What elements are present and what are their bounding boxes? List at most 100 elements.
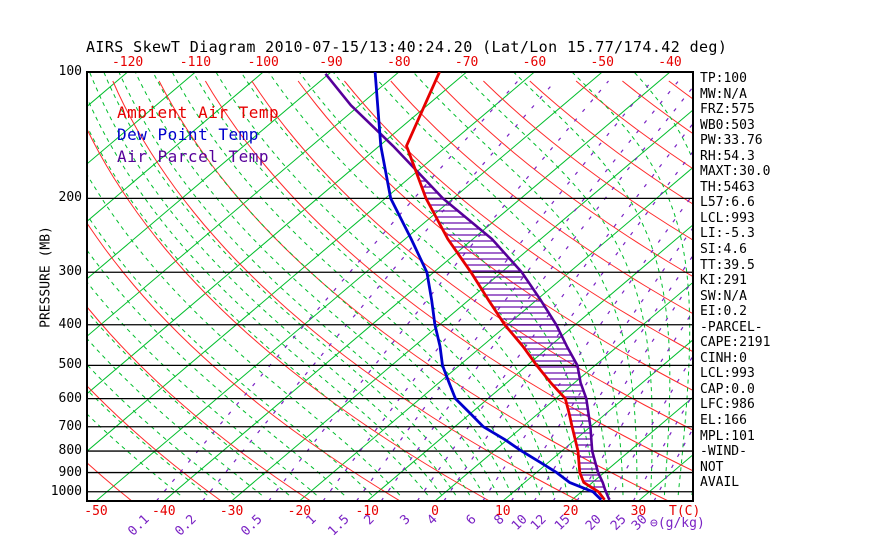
moist-adiabat-line xyxy=(87,125,429,496)
ambient-air-temp-curve xyxy=(405,72,606,501)
moist-adiabat-line xyxy=(459,72,653,496)
sounding-indices-column: TP:100 MW:N/A FRZ:575 WB0:503 PW:33.76 RH:54.… xyxy=(700,71,770,491)
dry-adiabat-line xyxy=(854,81,870,501)
sounding-index-value: AVAIL xyxy=(700,475,740,491)
moist-adiabat-line xyxy=(87,173,401,496)
sounding-index-value: MAXT:30.0 xyxy=(700,164,771,180)
pressure-tick-label: 700 xyxy=(58,418,82,434)
mixing-ratio-line xyxy=(202,80,556,501)
sounding-index-value: MW:N/A xyxy=(700,86,747,102)
isotherm-line xyxy=(163,72,671,501)
sounding-index-value: CAP:0.0 xyxy=(700,381,755,397)
bottom-temp-tick-label: 0 xyxy=(431,504,439,519)
sounding-index-value: CAPE:2191 xyxy=(700,335,771,351)
sounding-curves-layer xyxy=(324,72,611,501)
moist-adiabat-line xyxy=(240,72,568,496)
pressure-tick-label: 300 xyxy=(58,264,82,280)
isotherm-line xyxy=(299,166,693,501)
plot-frame xyxy=(86,71,694,502)
dry-adiabat-line xyxy=(344,80,693,353)
bottom-temp-tick-label: 30 xyxy=(630,504,647,519)
dry-adiabat-line xyxy=(0,81,42,501)
sounding-index-value: TH:5463 xyxy=(700,179,755,195)
moist-adiabat-line xyxy=(87,310,290,496)
top-temp-tick-label: -40 xyxy=(658,55,682,70)
sounding-index-value: CINH:0 xyxy=(700,350,747,366)
isotherm-line xyxy=(231,109,693,501)
moist-adiabat-line xyxy=(171,72,527,496)
mixing-ratio-line xyxy=(482,193,693,501)
isotherm-line xyxy=(87,72,264,222)
sounding-index-value: KI:291 xyxy=(700,273,747,289)
bottom-temp-tick-label: 10 xyxy=(494,504,511,519)
dry-adiabat-line xyxy=(436,80,693,278)
moist-adiabat-line xyxy=(332,72,610,496)
moist-adiabat-line xyxy=(103,72,471,496)
bottom-temp-tick-label: -40 xyxy=(152,504,176,519)
dry-adiabat-line xyxy=(112,80,580,501)
dry-adiabat-line xyxy=(761,81,870,501)
mixing-ratio-line xyxy=(510,226,693,501)
mixing-ratio-line xyxy=(322,80,653,501)
sounding-index-value: EI:0.2 xyxy=(700,304,747,320)
pressure-tick-label: 800 xyxy=(58,443,82,459)
sounding-index-value: EL:166 xyxy=(700,413,747,429)
legend-air-parcel-temp: Air Parcel Temp xyxy=(117,147,269,166)
temp-unit-label: T(C) xyxy=(669,504,701,519)
isotherm-line xyxy=(502,339,693,501)
isotherm-line xyxy=(87,72,467,395)
dry-adiabat-line xyxy=(529,80,693,205)
pressure-tick-label: 900 xyxy=(58,464,82,480)
grid-layer xyxy=(0,72,870,501)
dry-adiabat-line xyxy=(251,80,693,431)
sounding-index-value: WB0:503 xyxy=(700,117,755,133)
moist-adiabat-line xyxy=(512,72,671,496)
dew-point-temp-curve xyxy=(373,72,603,501)
legend-ambient-air-temp: Ambient Air Temp xyxy=(117,103,280,122)
dry-adiabat-line xyxy=(483,80,693,241)
moist-adiabat-line xyxy=(152,72,513,496)
dry-adiabat-line xyxy=(297,80,693,391)
dry-adiabat-line xyxy=(390,80,693,315)
moist-adiabat-line xyxy=(412,72,638,496)
bottom-temp-tick-label: -20 xyxy=(287,504,312,519)
sounding-index-value: LCL:993 xyxy=(700,210,755,226)
bottom-temp-tick-label: -10 xyxy=(355,504,379,519)
sounding-index-value: -WIND- xyxy=(700,444,747,460)
top-temp-tick-label: -70 xyxy=(454,55,479,70)
moist-adiabat-line xyxy=(298,72,596,496)
sounding-index-value: PW:33.76 xyxy=(700,133,763,149)
sounding-index-value: TP:100 xyxy=(700,71,747,86)
sounding-index-value: SW:N/A xyxy=(700,288,747,304)
isotherm-line xyxy=(366,224,693,501)
sounding-index-value: FRZ:575 xyxy=(700,102,755,118)
mixing-ratio-line xyxy=(155,80,519,501)
top-temp-tick-label: -100 xyxy=(247,55,279,70)
moist-adiabat-line xyxy=(118,72,485,496)
moist-adiabat-line xyxy=(571,72,691,496)
top-temp-tick-label: -80 xyxy=(387,55,411,70)
dry-adiabat-line xyxy=(204,80,693,472)
mixing-ratio-line xyxy=(416,122,693,501)
bottom-temp-tick-label: 20 xyxy=(562,504,579,519)
mixing-ratio-line xyxy=(356,80,679,501)
moist-adiabat-line xyxy=(192,72,541,496)
pressure-tick-label: 600 xyxy=(58,390,82,406)
sounding-index-value: MPL:101 xyxy=(700,428,755,444)
pressure-tick-label: 100 xyxy=(58,64,82,79)
pressure-tick-label: 1000 xyxy=(50,483,82,499)
moist-adiabat-line xyxy=(267,72,582,496)
cape-hatch-layer xyxy=(417,174,605,488)
mixing-ratio-unit-label: ⊖(g/kg) xyxy=(650,516,705,531)
mixing-ratio-line xyxy=(268,80,609,501)
moist-adiabat-line xyxy=(87,96,443,496)
dry-adiabat-line xyxy=(808,81,870,501)
top-temp-tick-label: -90 xyxy=(319,55,343,70)
air-parcel-temp-curve xyxy=(324,72,611,501)
sounding-index-value: L57:6.6 xyxy=(700,195,755,211)
bottom-temp-tick-label: -30 xyxy=(219,504,244,519)
isotherm-line xyxy=(87,72,535,452)
sounding-index-value: TT:39.5 xyxy=(700,257,755,273)
